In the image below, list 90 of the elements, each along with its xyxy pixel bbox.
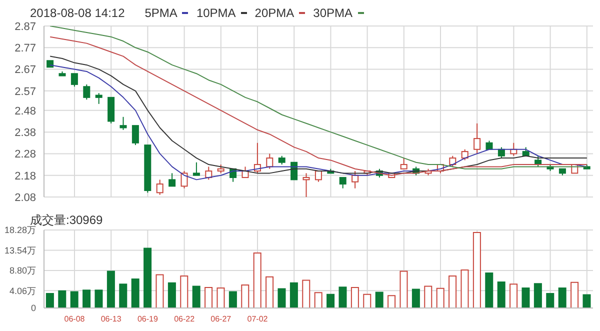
- x-tick-label: 06-27: [210, 314, 232, 324]
- legend-label: 30PMA: [313, 6, 353, 20]
- x-tick-label: 06-08: [64, 314, 86, 324]
- y-tick-label: 13.54万: [4, 245, 36, 256]
- bar: [412, 288, 420, 308]
- bar: [168, 282, 176, 308]
- bar: [314, 292, 322, 308]
- y-tick-label: 0: [30, 303, 36, 314]
- bar: [204, 287, 213, 308]
- bar: [131, 278, 140, 308]
- bar: [278, 288, 286, 308]
- x-tick-label: 06-19: [137, 314, 158, 324]
- candlestick: [168, 172, 176, 187]
- legend-label: 5PMA: [144, 6, 178, 20]
- bar: [558, 287, 566, 308]
- bar: [582, 294, 591, 308]
- bar: [241, 284, 250, 308]
- bar: [70, 291, 78, 308]
- candlestick: [266, 153, 274, 170]
- candlestick: [290, 162, 298, 180]
- chart-title: 2018-08-08 14:12: [30, 6, 125, 20]
- bar: [180, 276, 188, 308]
- y-tick-label: 2.08: [14, 192, 36, 204]
- bar: [472, 232, 481, 308]
- candlestick: [400, 158, 408, 170]
- bar: [400, 270, 408, 308]
- bar: [156, 274, 164, 308]
- bar: [338, 286, 347, 308]
- bar: [82, 290, 91, 308]
- candlestick: [180, 170, 188, 189]
- candlestick: [108, 96, 115, 124]
- candlestick: [95, 92, 102, 104]
- candlestick: [156, 179, 164, 196]
- x-tick-label: 06-13: [100, 314, 122, 324]
- bar: [460, 270, 469, 308]
- bar: [253, 252, 262, 308]
- bar: [94, 290, 103, 308]
- y-tick-label: 8.80万: [9, 266, 36, 276]
- legend-label: 10PMA: [196, 6, 236, 20]
- chart-title: 成交量:30969: [30, 212, 103, 227]
- y-tick-label: 2.87: [14, 20, 36, 33]
- bar: [144, 248, 152, 308]
- bar: [388, 295, 396, 308]
- candlestick: [120, 116, 127, 130]
- bar: [363, 294, 372, 308]
- candlestick: [339, 177, 346, 189]
- y-tick-label: 18.28万: [4, 225, 36, 236]
- candlestick: [302, 172, 310, 197]
- bar: [119, 284, 128, 308]
- candlestick: [449, 155, 456, 168]
- bar: [290, 282, 298, 308]
- bar: [546, 292, 554, 308]
- x-tick-label: 06-22: [174, 314, 196, 324]
- bar: [522, 287, 530, 308]
- y-tick-label: 4.06万: [9, 286, 36, 296]
- bar: [350, 287, 359, 308]
- bar: [58, 290, 66, 308]
- candlestick: [132, 125, 139, 146]
- bar: [46, 292, 54, 308]
- bar: [510, 284, 518, 308]
- x-tick-label: 07-02: [247, 314, 268, 324]
- y-tick-label: 2.67: [14, 64, 36, 76]
- bar: [302, 280, 310, 308]
- candlestick: [192, 162, 200, 176]
- candlestick: [70, 73, 78, 88]
- y-tick-label: 2.28: [14, 148, 36, 161]
- bar: [436, 288, 444, 308]
- bar: [192, 286, 200, 308]
- legend-label: 20PMA: [254, 6, 294, 20]
- y-tick-label: 2.48: [14, 105, 36, 118]
- candlestick: [205, 166, 212, 180]
- y-tick-label: 2.57: [14, 86, 36, 98]
- bar: [216, 287, 225, 308]
- bar: [266, 276, 274, 308]
- bar: [228, 291, 237, 308]
- bar: [534, 283, 542, 308]
- candlestick: [83, 84, 90, 100]
- bar: [424, 286, 432, 308]
- candlestick: [461, 148, 468, 161]
- y-tick-label: 2.77: [14, 42, 36, 55]
- candlestick: [474, 122, 481, 154]
- bar: [497, 281, 506, 308]
- bar: [106, 270, 115, 308]
- y-tick-label: 2.38: [14, 126, 36, 139]
- y-tick-label: 2.18: [14, 170, 36, 182]
- bar: [485, 272, 494, 308]
- bar: [326, 294, 335, 308]
- bar: [448, 276, 457, 308]
- bar: [570, 282, 579, 308]
- bar: [375, 292, 384, 308]
